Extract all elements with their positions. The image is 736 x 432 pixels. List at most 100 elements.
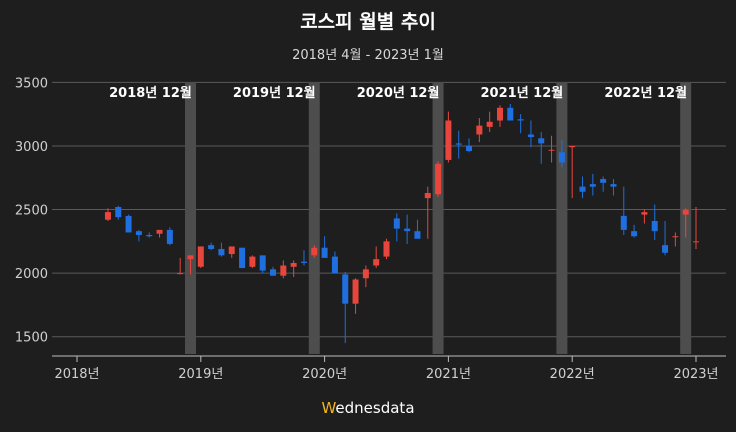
candle-body xyxy=(197,246,204,267)
candle xyxy=(672,232,679,247)
candle xyxy=(641,209,648,224)
candle xyxy=(393,213,400,242)
candle-body xyxy=(115,207,122,218)
candle-body xyxy=(600,179,607,183)
candle xyxy=(527,120,534,148)
candle xyxy=(290,260,297,277)
y-tick-label: 2000 xyxy=(15,267,48,282)
candle-body xyxy=(486,121,493,127)
candle-body xyxy=(218,248,225,256)
candle xyxy=(579,176,586,199)
x-tick-label: 2019년 xyxy=(178,367,223,382)
candle xyxy=(414,219,421,239)
candle xyxy=(228,246,235,258)
candle-body xyxy=(569,145,576,148)
brand-logo-rest: ednesdata xyxy=(335,399,414,417)
candle-body xyxy=(641,212,648,215)
candle xyxy=(239,247,246,269)
candle xyxy=(331,251,338,274)
candle-body xyxy=(517,119,524,121)
candle xyxy=(538,131,545,164)
candle-body xyxy=(259,255,266,271)
highlight-bands xyxy=(184,82,692,354)
candle xyxy=(270,266,277,276)
candle xyxy=(445,111,452,163)
x-tick-label: 2022년 xyxy=(550,367,595,382)
candle-body xyxy=(538,138,545,144)
candle xyxy=(435,161,442,197)
candle-body xyxy=(404,228,411,232)
highlight-label: 2019년 12월 xyxy=(233,85,316,101)
highlight-labels: 2018년 12월 2019년 12월 2020년 12월 2021년 12월 2022… xyxy=(109,85,687,101)
candle xyxy=(455,130,462,159)
candle xyxy=(662,220,669,256)
candle-body xyxy=(362,269,369,279)
candle-body xyxy=(166,229,173,244)
candle xyxy=(156,229,163,238)
candle-body xyxy=(693,241,699,243)
y-axis: 1500 2000 2500 3000 3500 xyxy=(15,76,48,345)
candle-body xyxy=(187,255,194,260)
candle-body xyxy=(393,218,400,229)
x-axis: 2018년 2019년 2020년 2021년 2022년 2023년 xyxy=(52,355,726,382)
candle xyxy=(651,204,658,241)
candle xyxy=(404,214,411,244)
candle-body xyxy=(311,247,318,256)
candle xyxy=(548,135,555,163)
candle-body xyxy=(672,236,679,238)
candle-body xyxy=(476,125,483,135)
candle xyxy=(682,208,689,238)
candle xyxy=(517,114,524,134)
candle-body xyxy=(177,273,184,275)
highlight-label: 2021년 12월 xyxy=(481,85,564,101)
candle xyxy=(104,208,111,221)
candle xyxy=(589,173,596,196)
highlight-band xyxy=(308,82,320,354)
candle-body xyxy=(352,279,359,304)
candle-body xyxy=(270,269,277,276)
chart-title: 코스피 월별 추이 xyxy=(300,11,436,33)
candle-body xyxy=(610,184,617,187)
candle xyxy=(166,227,173,246)
candle xyxy=(486,111,493,132)
candle-body xyxy=(651,220,658,232)
candle xyxy=(600,176,607,192)
candle-body xyxy=(342,274,349,304)
candle-body xyxy=(383,241,390,257)
candle xyxy=(496,105,503,127)
candle-body xyxy=(300,261,307,263)
candle xyxy=(135,229,142,242)
candle-body xyxy=(125,215,132,233)
candle-body xyxy=(104,212,111,220)
candle xyxy=(249,255,256,269)
candle xyxy=(177,257,184,275)
candle xyxy=(507,103,514,121)
x-tick-label: 2023년 xyxy=(673,367,718,382)
y-tick-label: 2500 xyxy=(15,204,48,219)
candle xyxy=(218,242,225,257)
candle xyxy=(466,138,473,153)
chart-subtitle: 2018년 4월 - 2023년 1월 xyxy=(292,48,444,63)
candles xyxy=(104,103,699,344)
candle xyxy=(311,245,318,258)
candle-body xyxy=(280,265,287,276)
candle-body xyxy=(146,234,153,237)
candle-body xyxy=(466,145,473,152)
candle-body xyxy=(435,163,442,195)
gridlines xyxy=(52,81,726,338)
candle xyxy=(569,145,576,199)
candle-body xyxy=(579,186,586,192)
y-tick-label: 3000 xyxy=(15,140,48,155)
candle-body xyxy=(620,215,627,230)
candle xyxy=(424,186,431,239)
x-tick-label: 2021년 xyxy=(426,367,471,382)
brand-logo: Wednesdata xyxy=(321,399,414,417)
y-tick-label: 1500 xyxy=(15,331,48,346)
candle-body xyxy=(321,247,328,258)
candle xyxy=(300,250,307,266)
candle xyxy=(321,236,328,258)
candle-body xyxy=(507,107,514,121)
candle-body xyxy=(631,231,638,237)
candle-body xyxy=(424,193,431,199)
